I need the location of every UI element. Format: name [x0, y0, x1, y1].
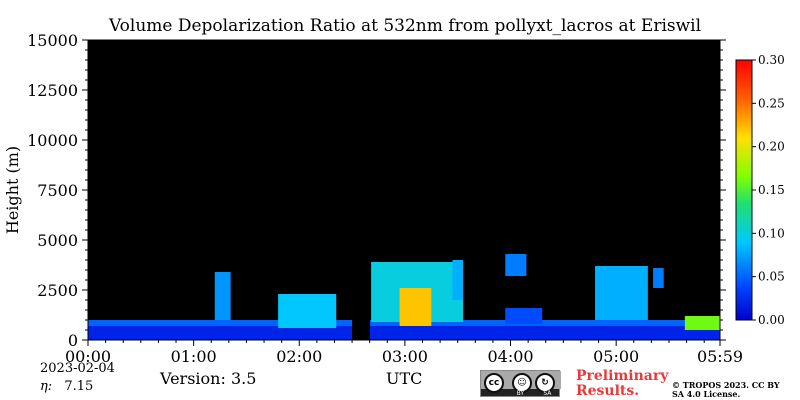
data-region-11	[684, 316, 720, 330]
y-tick-label-5: 12500	[27, 81, 78, 100]
x-tick-label-2: 02:00	[276, 347, 322, 366]
cc-icon: cc	[484, 373, 504, 393]
sa-label: SA	[543, 390, 552, 397]
eta-label: η: 7.15	[40, 379, 93, 394]
data-region-0	[88, 326, 720, 340]
x-axis-label: UTC	[386, 369, 423, 388]
colorbar-axis: 0.00 0.05 0.10 0.15 0.20 0.25 0.30	[752, 53, 785, 327]
axis-layer: 00:00 01:00 02:00 03:00 04:00 05:00 05:59 0 2500…	[27, 31, 743, 366]
x-tick-label-1: 01:00	[171, 347, 217, 366]
data-gap	[352, 40, 371, 340]
x-tick-label-4: 04:00	[487, 347, 533, 366]
x-tick-label-3: 03:00	[382, 347, 428, 366]
colorbar-tick-label-4: 0.20	[758, 140, 785, 154]
x-tick-label-6: 05:59	[697, 347, 743, 366]
y-tick-label-3: 7500	[37, 181, 78, 200]
copyright-note: © TROPOS 2023. CC BY SA 4.0 License.	[672, 380, 780, 399]
x-tick-label-0: 00:00	[65, 347, 111, 366]
y-axis-label: Height (m)	[3, 146, 22, 234]
data-region-2	[278, 294, 337, 328]
data-region-10	[653, 268, 664, 288]
colorbar-tick-label-3: 0.15	[758, 183, 785, 197]
colorbar-tick-label-6: 0.30	[758, 53, 785, 67]
colorbar	[735, 59, 753, 321]
data-region-7	[505, 254, 527, 276]
data-region-6	[452, 260, 463, 300]
by-label: BY	[516, 390, 525, 397]
date-label: 2023-02-04	[40, 361, 115, 376]
by-icon: ☺	[512, 373, 532, 393]
y-tick-label-2: 5000	[37, 231, 78, 250]
eta-value: 7.15	[64, 379, 94, 394]
y-tick-label-6: 15000	[27, 31, 78, 50]
colorbar-tick-label-5: 0.25	[758, 96, 785, 110]
colorbar-tick-label-0: 0.00	[758, 313, 785, 327]
data-layer	[88, 40, 720, 340]
cc-license-badge: cc ☺ ↻ BY SA	[480, 370, 561, 397]
chart-title: Volume Depolarization Ratio at 532nm fro…	[108, 16, 702, 36]
data-region-9	[595, 266, 648, 320]
cc-badge-labels: BY SA	[507, 390, 561, 397]
y-tick-label-0: 0	[68, 331, 78, 350]
version-label: Version: 3.5	[160, 369, 257, 388]
colorbar-tick-label-2: 0.10	[758, 226, 785, 240]
preliminary-results-note: Preliminary Results.	[576, 368, 669, 399]
data-region-3	[214, 272, 231, 320]
x-tick-label-5: 05:00	[593, 347, 639, 366]
y-tick-label-4: 10000	[27, 131, 78, 150]
data-region-5	[399, 288, 432, 326]
colorbar-tick-label-1: 0.05	[758, 270, 785, 284]
eta-symbol: η:	[40, 379, 53, 394]
y-tick-label-1: 2500	[37, 281, 78, 300]
sa-icon: ↻	[535, 373, 555, 393]
data-region-8	[505, 308, 543, 324]
